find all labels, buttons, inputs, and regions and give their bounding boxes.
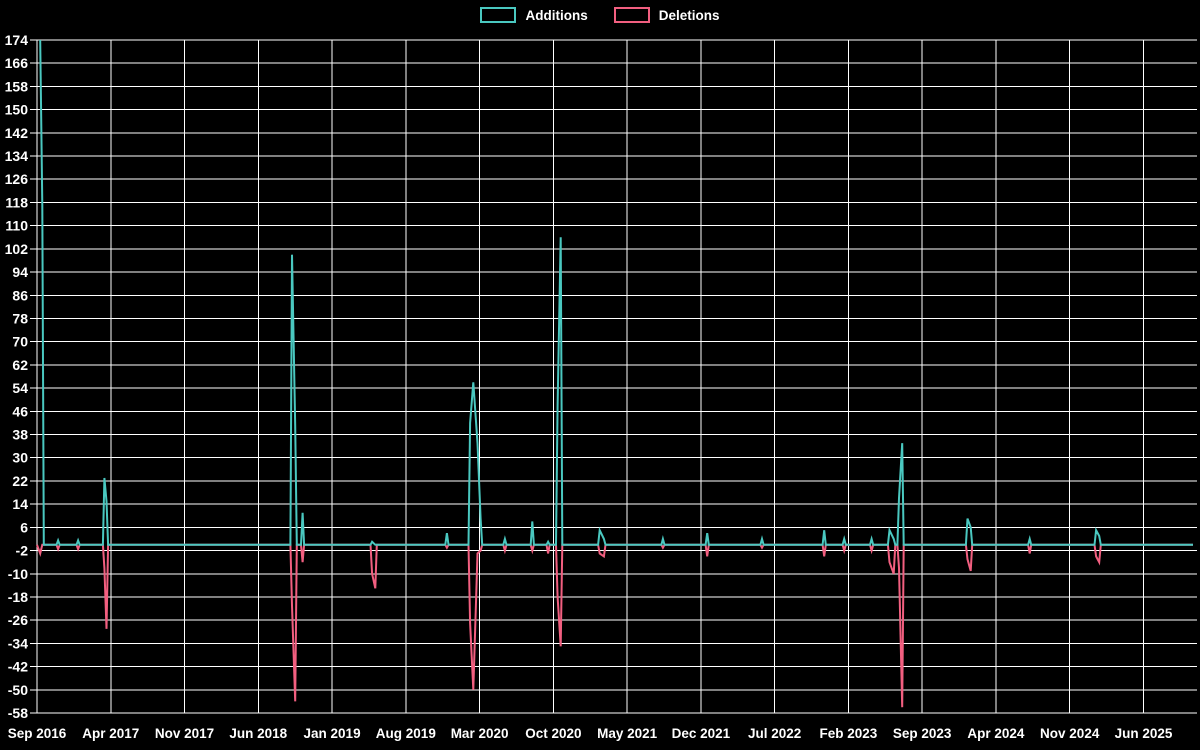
- y-axis-label: 150: [5, 102, 29, 118]
- y-axis-label: -10: [8, 566, 28, 582]
- y-axis-label: 30: [12, 450, 28, 466]
- y-axis-label: 158: [5, 78, 29, 94]
- y-axis-label: -26: [8, 612, 28, 628]
- x-axis-label: May 2021: [597, 726, 658, 741]
- y-axis-label: -50: [8, 682, 28, 698]
- chart-legend: Additions Deletions: [0, 7, 1200, 23]
- y-axis-label: -2: [16, 543, 29, 559]
- x-axis-label: Nov 2024: [1040, 726, 1100, 741]
- y-axis-label: 126: [5, 171, 29, 187]
- legend-item-deletions[interactable]: Deletions: [613, 7, 720, 23]
- x-axis-label: Oct 2020: [525, 726, 581, 741]
- x-axis-label: Sep 2016: [8, 726, 67, 741]
- y-axis-label: 78: [12, 310, 28, 326]
- y-axis-label: 118: [5, 194, 28, 210]
- y-axis-label: 46: [12, 403, 28, 419]
- y-axis-label: -42: [8, 659, 28, 675]
- y-axis-label: 134: [5, 148, 29, 164]
- x-axis-label: Dec 2021: [672, 726, 731, 741]
- x-axis-label: Sep 2023: [893, 726, 952, 741]
- y-axis-label: 6: [20, 519, 28, 535]
- x-axis-label: Apr 2017: [82, 726, 139, 741]
- y-axis-label: 174: [5, 32, 29, 48]
- y-axis-label: 142: [5, 125, 29, 141]
- deletions-line: [36, 543, 1193, 708]
- y-axis-label: 102: [5, 241, 29, 257]
- legend-label: Deletions: [658, 7, 720, 23]
- legend-item-additions[interactable]: Additions: [480, 7, 588, 23]
- y-axis-label: 70: [12, 334, 28, 350]
- y-axis-label: 38: [12, 427, 28, 443]
- x-axis-label: Aug 2019: [376, 726, 436, 741]
- y-axis-label: -18: [8, 589, 28, 605]
- y-axis-label: 62: [12, 357, 28, 373]
- y-axis-label: 166: [5, 55, 29, 71]
- x-axis-label: Jun 2025: [1115, 726, 1173, 741]
- y-axis-label: 94: [12, 264, 28, 280]
- y-axis-label: 22: [12, 473, 28, 489]
- y-axis-label: -58: [8, 705, 28, 721]
- x-axis-label: Jan 2019: [304, 726, 361, 741]
- y-axis-label: 14: [12, 496, 28, 512]
- y-axis-label: 86: [12, 287, 28, 303]
- deletions-swatch-icon: [613, 7, 650, 23]
- x-axis-label: Jun 2018: [229, 726, 287, 741]
- y-axis-label: 54: [12, 380, 28, 396]
- x-axis-label: Apr 2024: [967, 726, 1025, 741]
- y-axis-label: 110: [5, 218, 28, 234]
- x-axis-label: Feb 2023: [820, 726, 878, 741]
- x-axis-label: Mar 2020: [451, 726, 509, 741]
- y-axis-label: -34: [8, 635, 28, 651]
- additions-line: [39, 39, 1193, 546]
- x-axis-label: Nov 2017: [155, 726, 214, 741]
- additions-swatch-icon: [480, 7, 517, 23]
- legend-label: Additions: [525, 7, 588, 23]
- x-axis-label: Jul 2022: [748, 726, 801, 741]
